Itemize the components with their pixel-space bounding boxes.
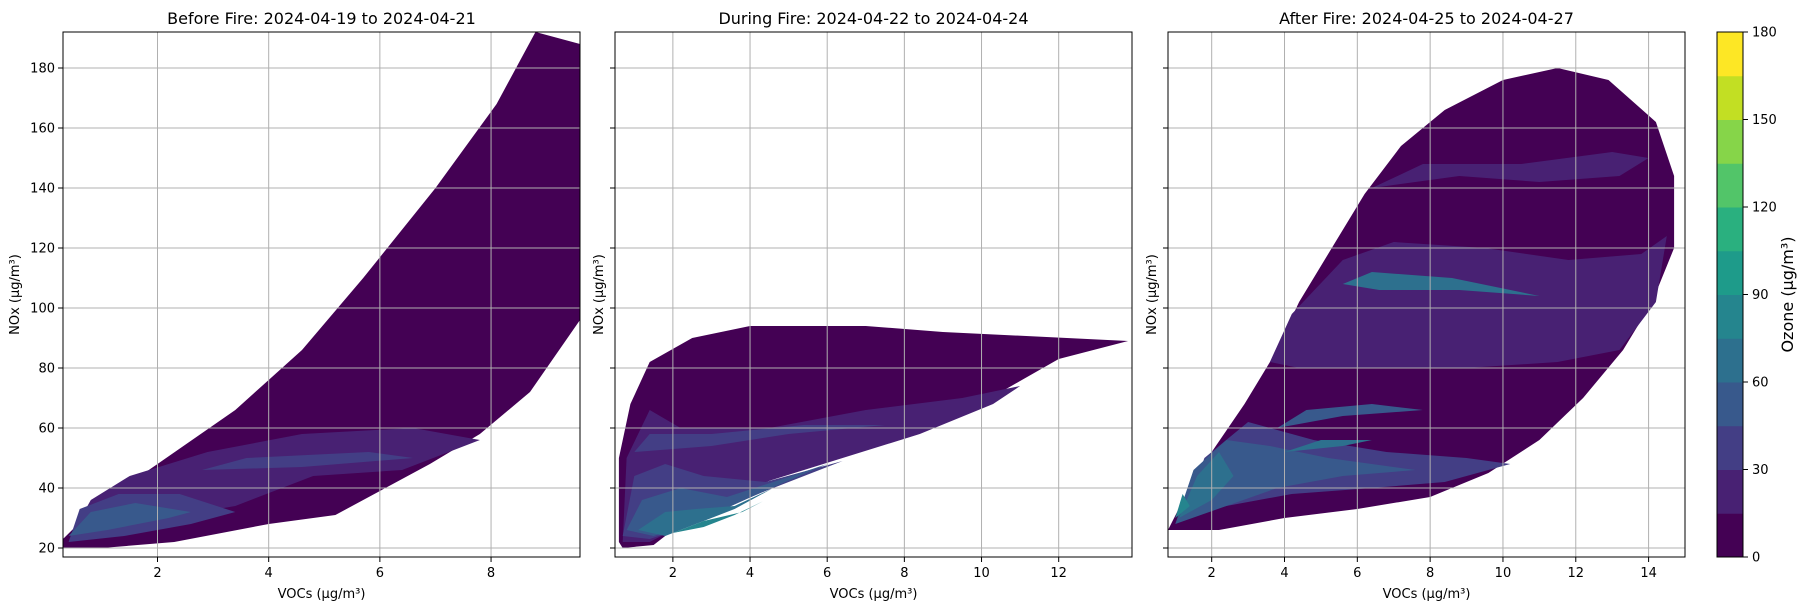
contour-patch-1 <box>622 386 1021 542</box>
y-axis-label: NOx (µg/m³) <box>1145 254 1160 335</box>
x-tick-label-7: 14 <box>1640 566 1657 581</box>
x-tick-label-3: 6 <box>1353 566 1361 581</box>
colorbar-band-11 <box>1717 75 1743 120</box>
grid <box>615 32 1132 557</box>
y-tick-label-9: 180 <box>30 62 55 77</box>
y-tick-label-1: 20 <box>38 542 55 557</box>
colorbar: 0 30 60 90 120 150 180 Ozone (µg/m³) <box>1716 26 1797 566</box>
x-tick-label-5: 10 <box>1495 566 1512 581</box>
subplot-1: 2 4 6 8 20 40 60 80 100 120 140 160 180 Before Fire: … <box>8 9 581 602</box>
x-tick-label-1: 2 <box>669 566 677 581</box>
y-tick-label-3: 60 <box>38 422 55 437</box>
subplot-title: During Fire: 2024-04-22 to 2024-04-24 <box>718 9 1028 28</box>
x-tick-label-6: 12 <box>1568 566 1585 581</box>
subplot-3: 2 4 6 8 10 12 14 After Fire: 2024-04-25 to 2024… <box>1145 9 1686 602</box>
contour-patch-1 <box>1269 236 1667 368</box>
x-tick-label-1: 2 <box>153 566 161 581</box>
x-tick-label-6: 12 <box>1050 566 1067 581</box>
contour-body <box>1168 68 1675 530</box>
plot-frame <box>1167 31 1686 558</box>
contour-body <box>63 32 580 548</box>
x-tick-label-2: 4 <box>1280 566 1288 581</box>
colorbar-band-7 <box>1717 250 1743 295</box>
colorbar-band-8 <box>1717 207 1743 252</box>
colorbar-band-2 <box>1717 469 1743 514</box>
contour-patch-7 <box>1284 440 1372 452</box>
y-tick-label-6: 120 <box>30 242 55 257</box>
y-tick-label-8: 160 <box>30 122 55 137</box>
colorbar-tick-label-5: 120 <box>1752 201 1777 216</box>
colorbar-tick-label-3: 60 <box>1752 376 1769 391</box>
y-tick-label-5: 100 <box>30 302 55 317</box>
colorbar-tick-label-1: 0 <box>1752 551 1760 566</box>
colorbar-band-9 <box>1717 163 1743 208</box>
colorbar-band-10 <box>1717 119 1743 164</box>
x-tick-label-3: 6 <box>823 566 831 581</box>
subplot-2: 2 4 6 8 10 12 During Fire: 2024-04-22 to 2024-… <box>592 9 1133 602</box>
contour-patch-6 <box>1178 452 1234 518</box>
contour-patch-6 <box>672 500 766 533</box>
subplot-title: After Fire: 2024-04-25 to 2024-04-27 <box>1279 9 1574 28</box>
contour-region <box>63 32 580 548</box>
contour-patch-5 <box>1277 404 1423 428</box>
colorbar-band-1 <box>1717 513 1743 558</box>
contour-body <box>618 326 1129 548</box>
colorbar-label: Ozone (µg/m³) <box>1778 236 1797 352</box>
contour-patch-3 <box>634 425 886 452</box>
x-tick-label-3: 6 <box>376 566 384 581</box>
x-axis-label: VOCs (µg/m³) <box>830 587 918 602</box>
y-tick-label-2: 40 <box>38 482 55 497</box>
colorbar-band-6 <box>1717 294 1743 339</box>
plot-frame <box>62 31 581 558</box>
colorbar-tick-label-6: 150 <box>1752 113 1777 128</box>
contour-patch-5 <box>638 488 774 536</box>
contour-patch-3 <box>68 503 191 536</box>
colorbar-tick-label-4: 90 <box>1752 288 1769 303</box>
y-tick-label-4: 80 <box>38 362 55 377</box>
grid <box>63 32 580 557</box>
subplot-title: Before Fire: 2024-04-19 to 2024-04-21 <box>167 9 476 28</box>
contour-patch-8 <box>1342 272 1540 296</box>
y-axis-label: NOx (µg/m³) <box>592 254 607 335</box>
grid <box>1168 32 1685 557</box>
colorbar-tick-label-2: 30 <box>1752 463 1769 478</box>
x-tick-label-1: 2 <box>1208 566 1216 581</box>
x-axis-label: VOCs (µg/m³) <box>1383 587 1471 602</box>
y-axis-label: NOx (µg/m³) <box>8 254 23 335</box>
contour-patch-4 <box>1175 440 1416 524</box>
contour-patch-4 <box>202 452 414 470</box>
contour-patch-9 <box>1175 494 1190 518</box>
colorbar-band-3 <box>1717 425 1743 470</box>
y-tick-label-7: 140 <box>30 182 55 197</box>
colorbar-band-12 <box>1717 32 1743 77</box>
colorbar-band-5 <box>1717 338 1743 383</box>
colorbar-tick-label-7: 180 <box>1752 26 1777 41</box>
colorbar-band-4 <box>1717 382 1743 427</box>
x-tick-label-4: 8 <box>900 566 908 581</box>
x-tick-label-2: 4 <box>265 566 273 581</box>
x-tick-label-4: 8 <box>487 566 495 581</box>
x-tick-label-2: 4 <box>746 566 754 581</box>
x-tick-label-4: 8 <box>1426 566 1434 581</box>
x-axis-label: VOCs (µg/m³) <box>278 587 366 602</box>
x-tick-label-5: 10 <box>973 566 990 581</box>
plot-frame <box>614 31 1133 558</box>
contour-patch-2 <box>1371 152 1649 188</box>
